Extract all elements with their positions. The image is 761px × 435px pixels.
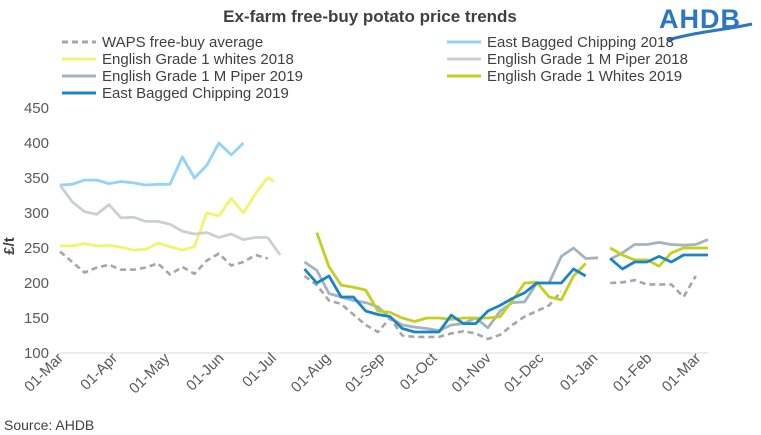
plot-area: [58, 141, 709, 341]
series-0: [59, 250, 697, 341]
y-tick-label: 350: [24, 170, 49, 187]
y-tick-label: 200: [24, 275, 49, 292]
series-line: [267, 176, 275, 183]
y-tick-label: 150: [24, 310, 49, 327]
y-tick-label: 300: [24, 205, 49, 222]
series-line: [609, 253, 708, 271]
x-tick-label: 01-Jun: [183, 350, 227, 394]
x-tick-label: 01-Jan: [557, 350, 601, 394]
x-tick-label: 01-Mar: [659, 350, 705, 396]
x-tick-label: 01-Aug: [288, 350, 334, 396]
y-tick-label: 100: [24, 345, 49, 362]
chart-title: Ex-farm free-buy potato price trends: [223, 7, 517, 26]
series-line: [60, 176, 269, 252]
legend-label: English Grade 1 whites 2018: [102, 51, 294, 68]
legend-label: English Grade 1 M Piper 2019: [102, 68, 303, 85]
series-line: [266, 236, 282, 256]
legend-label: East Bagged Chipping 2018: [487, 34, 674, 51]
source-note: Source: AHDB: [4, 417, 94, 433]
series-5: [315, 232, 708, 323]
series-line: [59, 141, 245, 187]
x-axis: 01-Mar 01-Apr 01-May 01-Jun 01-Jul 01-Aug 01-S…: [21, 349, 708, 397]
y-tick-label: 400: [24, 135, 49, 152]
legend-label: WAPS free-buy average: [102, 34, 263, 51]
logo-swoosh-icon: [667, 22, 753, 42]
series-6: [303, 253, 708, 334]
series-1: [59, 141, 245, 187]
series-line: [59, 250, 269, 276]
x-tick-label: 01-Dec: [501, 349, 548, 396]
y-tick-label: 450: [24, 100, 49, 117]
x-tick-label: 01-Oct: [397, 349, 441, 393]
logo-text: AHDB: [659, 4, 741, 34]
legend-label: English Grade 1 M Piper 2018: [487, 51, 688, 68]
series-2: [60, 176, 275, 252]
x-tick-label: 01-Nov: [449, 349, 496, 396]
x-tick-label: 01-Jul: [239, 350, 280, 391]
legend-label: East Bagged Chipping 2019: [102, 85, 289, 102]
series-line: [609, 246, 708, 268]
series-line: [303, 274, 563, 341]
series-line: [303, 267, 587, 334]
series-line: [58, 184, 268, 242]
x-tick-label: 01-Sep: [342, 350, 388, 396]
x-tick-label: 01-May: [126, 349, 174, 397]
legend-label: English Grade 1 Whites 2019: [487, 68, 682, 85]
x-tick-label: 01-Feb: [610, 350, 656, 396]
x-tick-label: 01-Apr: [77, 350, 121, 394]
series-3: [58, 184, 282, 256]
series-line: [315, 232, 587, 323]
series-line: [609, 238, 709, 261]
y-axis: 100 150 200 250 300 350 400 450: [24, 100, 49, 362]
series-4: [303, 238, 709, 333]
series-line: [610, 275, 697, 299]
y-tick-label: 250: [24, 240, 49, 257]
legend: WAPS free-buy average East Bagged Chippin…: [62, 34, 688, 102]
y-axis-label: £/t: [1, 237, 18, 255]
ahdb-logo: AHDB: [659, 4, 753, 42]
